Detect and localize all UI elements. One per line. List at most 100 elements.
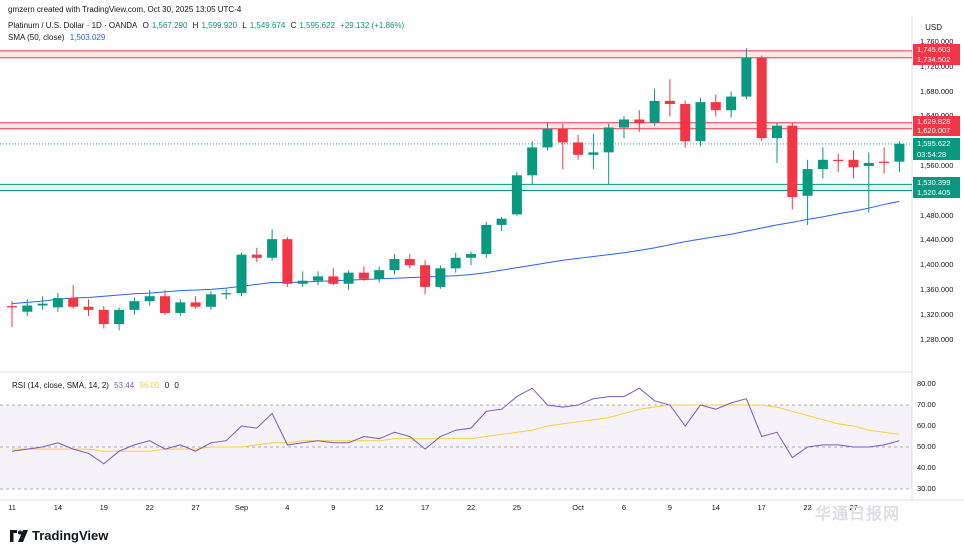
candle-body (772, 125, 782, 139)
date-tick: 14 (711, 503, 720, 512)
candle-body (251, 254, 262, 258)
date-tick: 11 (8, 503, 16, 512)
candle-body (741, 57, 752, 97)
rsi-line (11, 387, 900, 465)
candle-body (481, 224, 492, 255)
candle-body (680, 104, 691, 142)
rsi-label[interactable]: RSI (14, close, SMA, 14, 2) (12, 381, 109, 390)
candle-body (588, 152, 599, 155)
candle-body (466, 254, 476, 258)
candle-body (787, 125, 798, 197)
low-label: L (242, 21, 247, 30)
candle-body (634, 119, 645, 123)
level-badge: 1,520.405 (913, 186, 960, 198)
candle-body (313, 276, 323, 281)
candle-body (160, 296, 170, 313)
high-label: H (192, 21, 199, 30)
currency-label[interactable]: USD (925, 23, 942, 32)
price-tick: 1,480.000 (920, 210, 954, 220)
date-tick: 22 (466, 503, 476, 512)
tradingview-logo-icon (10, 529, 28, 542)
bar-countdown: 03:54:28 (917, 149, 947, 159)
candle-body (358, 272, 369, 279)
candle-body (343, 272, 354, 284)
candle-body (848, 159, 859, 168)
rsi-tick: 50.00 (917, 442, 936, 451)
rsi-extra-1: 0 (164, 381, 170, 390)
close-value: 1,595.622 (299, 21, 335, 30)
date-tick: 17 (420, 503, 430, 512)
date-tick: 19 (99, 503, 108, 512)
level-badge: 1,629.828 (913, 115, 960, 127)
candle-body (190, 302, 201, 307)
sma-value: 1,503.029 (69, 33, 106, 42)
candle-body (802, 169, 813, 196)
sma-line (11, 200, 900, 305)
price-tick: 1,280.000 (920, 334, 954, 344)
candle-body (282, 239, 293, 284)
date-tick: 22 (145, 503, 154, 512)
sma-legend: SMA (50, close) 1,503.029 (8, 33, 108, 42)
candle-body (710, 102, 721, 111)
price-tick: 1,400.000 (920, 260, 954, 270)
candle-body (420, 265, 431, 287)
symbol-name[interactable]: Platinum / U.S. Dollar · 1D · OANDA (8, 21, 138, 30)
level-zone (0, 184, 912, 191)
candle-body (328, 276, 339, 284)
candle-body (297, 280, 308, 284)
candle-body (37, 303, 48, 306)
level-badge: 1,745.603 (913, 43, 960, 55)
candle-body (267, 239, 278, 258)
date-tick: Sep (234, 503, 249, 512)
candle-body (129, 301, 140, 310)
candle-body (649, 100, 660, 123)
date-tick: 25 (512, 503, 522, 512)
price-tick: 1,760.000 (920, 37, 954, 46)
rsi-tick: 80.00 (917, 379, 936, 388)
date-tick: 9 (667, 503, 672, 512)
date-tick: 9 (331, 503, 336, 512)
price-tick: 1,360.000 (920, 285, 954, 294)
rsi-tick: 30.00 (917, 484, 936, 493)
open-value: 1,567.290 (151, 21, 188, 30)
rsi-extra-2: 0 (174, 381, 179, 390)
rsi-layer (0, 387, 912, 490)
sma-label[interactable]: SMA (50, close) (8, 33, 65, 42)
date-tick: 17 (757, 503, 766, 512)
date-tick: 27 (849, 503, 858, 512)
candle-body (542, 128, 553, 148)
candle-body (404, 259, 415, 266)
rsi-tick: 40.00 (917, 463, 936, 472)
price-tick: 1,320.000 (920, 309, 954, 319)
tradingview-logo[interactable]: TradingView (10, 528, 108, 543)
close-label: C (290, 21, 297, 30)
date-tick: 27 (191, 503, 200, 512)
candle-body (435, 268, 446, 287)
date-tick: Oct (572, 503, 584, 512)
date-tick: 6 (621, 503, 627, 512)
open-label: O (142, 21, 149, 30)
price-tick: 1,680.000 (920, 86, 954, 96)
candle-body (205, 294, 216, 307)
candle-body (450, 257, 461, 269)
candle-body (894, 143, 905, 162)
candle-body (144, 296, 155, 302)
rsi-tick: 60.00 (917, 421, 936, 430)
level-zone (0, 50, 912, 58)
candle-body (833, 159, 844, 162)
rsi-ma-value: 56.00 (139, 381, 160, 390)
change-value: +29.132 (+1.86%) (340, 21, 405, 30)
candle-body (83, 306, 94, 310)
candles-layer (7, 48, 905, 331)
level-zone (0, 122, 912, 129)
candle-body (236, 254, 247, 294)
candle-body (511, 175, 522, 215)
level-badge: 1,530.399 (913, 177, 960, 189)
levels-layer (0, 50, 912, 192)
rsi-ma-line (12, 404, 900, 452)
candle-body (817, 159, 828, 170)
rsi-legend: RSI (14, close, SMA, 14, 2) 53.44 56.00 … (12, 381, 182, 390)
level-badge: 1,734.502 (913, 53, 960, 65)
last-price-badge: 1,595.622 03:54:28 (913, 137, 960, 160)
